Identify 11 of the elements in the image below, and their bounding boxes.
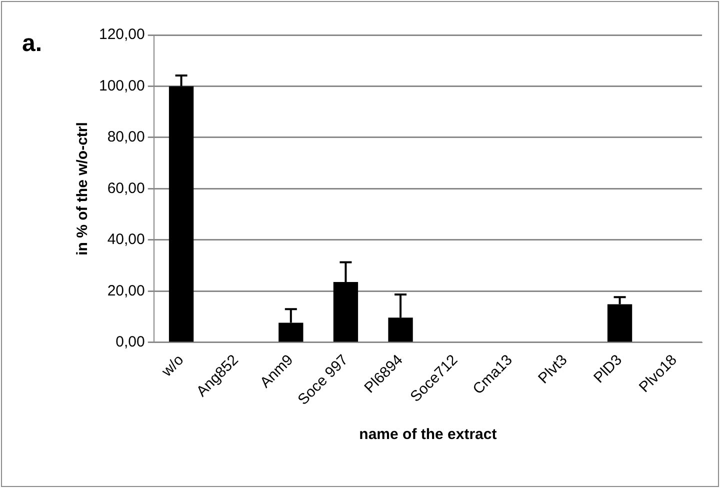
y-tick-label: 120,00 [98, 26, 145, 44]
x-tick-label: w/o [158, 352, 188, 381]
y-tick-label: 60,00 [107, 180, 145, 197]
y-axis-title: in % of the w/o-ctrl [74, 122, 92, 256]
y-tick-label: 80,00 [107, 128, 145, 146]
y-tick-label: 0,00 [116, 334, 145, 351]
text: a. [22, 30, 42, 58]
x-axis-title: name of the extract [359, 426, 497, 444]
y-tick-label: 100,00 [98, 77, 145, 94]
y-tick-label: 20,00 [107, 282, 145, 300]
y-tick-label: 40,00 [107, 231, 145, 248]
